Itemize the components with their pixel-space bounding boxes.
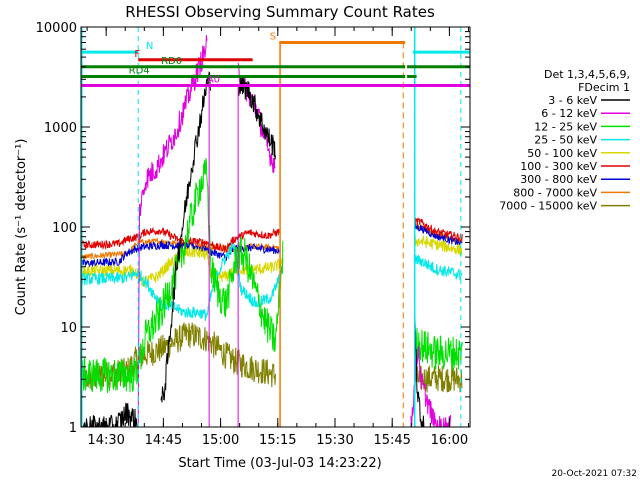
y-tick-label-1: 10 xyxy=(60,321,77,336)
x-tick-label-4: 15:30 xyxy=(316,433,353,448)
series-line-2 xyxy=(81,157,463,394)
x-axis-label: Start Time (03-Jul-03 14:23:22) xyxy=(178,456,381,471)
legend-label-6: 300 - 800 keV xyxy=(520,173,597,186)
series-line-1 xyxy=(137,35,452,427)
legend-label-8: 7000 - 15000 keV xyxy=(499,200,597,213)
y-tick-label-4: 10000 xyxy=(36,21,77,36)
x-tick-label-2: 15:00 xyxy=(202,433,239,448)
chart-title: RHESSI Observing Summary Count Rates xyxy=(125,3,435,21)
legend-label-4: 50 - 100 keV xyxy=(527,147,597,160)
state-label-f: F xyxy=(134,49,140,60)
x-tick-label-3: 15:15 xyxy=(259,433,296,448)
plot-area: N S F RD0 RD4 A0 xyxy=(81,27,470,427)
state-label-a0: A0 xyxy=(207,75,220,86)
y-axis-label: Count Rate (s⁻¹ detector⁻¹) xyxy=(14,139,29,316)
y-tick-label-0: 1 xyxy=(69,421,77,436)
legend-header-1: FDecim 1 xyxy=(578,81,630,94)
x-axis: 14:30 14:45 15:00 15:15 15:30 15:45 16:00 xyxy=(86,27,469,448)
legend-header-0: Det 1,3,4,5,6,9, xyxy=(544,68,630,81)
legend-label-0: 3 - 6 keV xyxy=(548,94,597,107)
state-label-n: N xyxy=(146,41,153,52)
y-tick-label-3: 1000 xyxy=(44,121,77,136)
x-tick-label-5: 15:45 xyxy=(373,433,410,448)
series-line-3 xyxy=(81,241,463,321)
series-line-5 xyxy=(81,217,463,253)
y-tick-label-2: 100 xyxy=(52,221,77,236)
legend-label-1: 6 - 12 keV xyxy=(541,107,597,120)
x-tick-label-6: 16:00 xyxy=(431,433,468,448)
state-label-s: S xyxy=(270,31,276,42)
state-label-rd0: RD0 xyxy=(161,56,182,67)
state-label-rd4: RD4 xyxy=(129,65,150,76)
legend-label-3: 25 - 50 keV xyxy=(534,134,597,147)
legend-label-2: 12 - 25 keV xyxy=(534,120,597,133)
legend-label-5: 100 - 300 keV xyxy=(520,160,597,173)
y-axis: 1 10 100 1000 10000 xyxy=(36,21,470,436)
date-stamp: 20-Oct-2021 07:32 xyxy=(552,469,637,479)
legend-label-7: 800 - 7000 keV xyxy=(513,186,597,199)
x-tick-label-0: 14:30 xyxy=(87,433,124,448)
series-line-0 xyxy=(81,71,425,427)
x-tick-label-1: 14:45 xyxy=(145,433,182,448)
